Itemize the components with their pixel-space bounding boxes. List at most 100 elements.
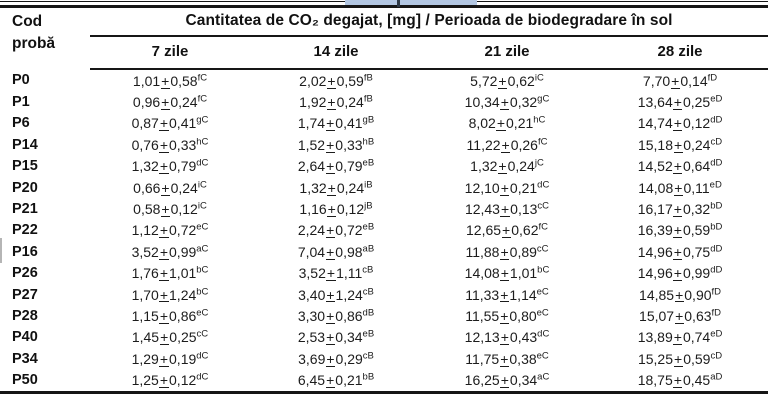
significance-superscript: fB [363, 72, 373, 84]
mean-value: 15,18 [637, 136, 674, 153]
plus-minus-symbol: + [673, 136, 683, 153]
mean-value: 1,32 [131, 158, 159, 175]
mean-value: 3,52 [298, 265, 326, 282]
value-cell: 11,55+0,80eC [422, 305, 592, 326]
value-cell: 1,52+0,33hB [250, 134, 422, 155]
sample-code: P40 [12, 329, 38, 346]
sd-value: 0,41 [335, 115, 363, 132]
sd-value: 0,63 [684, 307, 712, 324]
mean-value: 1,32 [299, 179, 327, 196]
mean-value: 7,04 [297, 243, 326, 260]
mean-value: 11,75 [465, 350, 500, 367]
sd-value: 1,24 [335, 286, 363, 303]
significance-superscript: iB [364, 178, 373, 190]
value-cell: 0,76+0,33hC [90, 134, 250, 155]
mean-value: 3,52 [131, 243, 159, 260]
significance-superscript: fC [197, 72, 208, 84]
sd-value: 0,90 [684, 286, 712, 303]
plus-minus-symbol: + [159, 243, 169, 260]
sd-value: 0,64 [682, 158, 711, 175]
significance-superscript: hC [533, 114, 546, 126]
significance-superscript: dC [537, 328, 550, 340]
value-cell: 2,64+0,79eB [250, 156, 422, 177]
mean-value: 14,52 [637, 158, 673, 175]
plus-minus-symbol: + [159, 350, 169, 367]
sd-value: 0,12 [336, 201, 365, 218]
plus-minus-symbol: + [674, 286, 684, 303]
mean-value: 14,08 [464, 265, 500, 282]
sd-value: 0,11 [683, 179, 710, 196]
mean-value: 3,30 [297, 307, 326, 324]
value-cell: 5,72+0,62iC [422, 69, 592, 91]
mean-value: 12,65 [466, 222, 502, 239]
sd-value: 1,24 [169, 286, 197, 303]
value-cell: 11,75+0,38eC [422, 348, 592, 369]
plus-minus-symbol: + [499, 307, 509, 324]
corner-header-cod-proba: Cod probă [0, 8, 90, 69]
main-header-title: Cantitatea de CO₂ degajat, [mg] / Perioa… [90, 8, 768, 37]
significance-superscript: eB [362, 221, 375, 233]
plus-minus-symbol: + [497, 158, 508, 175]
significance-superscript: dC [196, 157, 209, 169]
table-top-thick-border [0, 5, 768, 8]
sd-value: 0,25 [682, 94, 711, 111]
sd-value: 0,12 [169, 372, 197, 389]
mean-value: 1,25 [131, 372, 159, 389]
mean-value: 13,89 [637, 329, 673, 346]
value-cell: 1,15+0,86eC [90, 305, 250, 326]
plus-minus-symbol: + [159, 136, 169, 153]
plus-minus-symbol: + [673, 243, 683, 260]
mean-value: 1,15 [131, 307, 159, 324]
sd-value: 0,45 [682, 372, 711, 389]
table-row: P15 1,32+0,79dC 2,64+0,79eB 1,32+0,24jC 14,5… [0, 156, 768, 177]
value-cell: 15,18+0,24cD [592, 134, 768, 155]
mean-value: 13,64 [637, 94, 673, 111]
mean-value: 1,32 [470, 158, 498, 175]
plus-minus-symbol: + [500, 372, 510, 389]
plus-minus-symbol: + [327, 179, 337, 196]
significance-superscript: bC [196, 285, 209, 297]
value-cell: 11,88+0,89cC [422, 241, 592, 262]
significance-superscript: fC [197, 93, 208, 105]
plus-minus-symbol: + [325, 286, 336, 303]
plus-minus-symbol: + [670, 72, 680, 89]
table-body: P0 1,01+0,58fC 2,02+0,59fB 5,72+0,62iC 7,70+… [0, 69, 768, 393]
significance-superscript: eB [362, 328, 375, 340]
sd-value: 0,14 [680, 72, 708, 89]
mean-value: 0,87 [131, 115, 159, 132]
sd-value: 1,11 [336, 265, 363, 282]
significance-superscript: fB [363, 93, 373, 105]
table-row: P1 0,96+0,24fC 1,92+0,24fB 10,34+0,32gC 13,6… [0, 91, 768, 112]
plus-minus-symbol: + [673, 265, 683, 282]
sd-value: 0,89 [509, 243, 537, 260]
significance-superscript: bD [710, 200, 723, 212]
value-cell: 12,13+0,43dC [422, 327, 592, 348]
value-cell: 3,52+0,99aC [90, 241, 250, 262]
value-cell: 2,24+0,72eB [250, 220, 422, 241]
value-cell: 0,96+0,24fC [90, 91, 250, 112]
significance-superscript: dC [537, 178, 550, 190]
mean-value: 0,96 [132, 94, 161, 111]
sample-code: P21 [12, 201, 38, 218]
mean-value: 11,33 [465, 286, 500, 303]
plus-minus-symbol: + [325, 329, 335, 346]
value-cell: 16,17+0,32bD [592, 198, 768, 219]
value-cell: 12,10+0,21dC [422, 177, 592, 198]
value-cell: 15,25+0,59cD [592, 348, 768, 369]
mean-value: 12,43 [464, 201, 500, 218]
sample-code: P27 [12, 286, 38, 303]
sd-value: 0,34 [335, 329, 363, 346]
sd-value: 1,14 [509, 286, 537, 303]
plus-minus-symbol: + [674, 307, 684, 324]
significance-superscript: cC [196, 328, 209, 340]
plus-minus-symbol: + [501, 136, 511, 153]
sample-code: P28 [12, 307, 38, 324]
table-row: P50 1,25+0,12dC 6,45+0,21bB 16,25+0,34aC 18,… [0, 369, 768, 392]
plus-minus-symbol: + [160, 179, 171, 196]
value-cell: 14,96+0,99dD [592, 263, 768, 284]
plus-minus-symbol: + [326, 265, 336, 282]
plus-minus-symbol: + [673, 222, 683, 239]
plus-minus-symbol: + [325, 158, 335, 175]
significance-superscript: gB [362, 114, 375, 126]
